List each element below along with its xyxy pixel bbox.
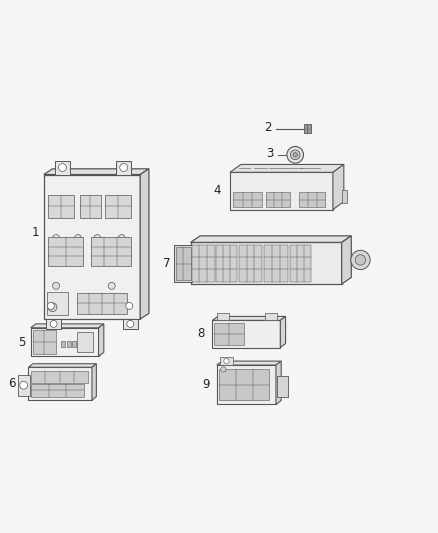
Polygon shape — [99, 324, 104, 356]
Polygon shape — [191, 236, 351, 243]
Bar — [48, 195, 74, 218]
Bar — [33, 330, 56, 354]
Text: 8: 8 — [197, 327, 205, 341]
Bar — [72, 342, 76, 346]
Text: 3: 3 — [266, 148, 274, 160]
Bar — [47, 292, 68, 314]
Bar — [290, 245, 311, 282]
Circle shape — [50, 320, 57, 327]
Bar — [277, 376, 288, 397]
Text: 4: 4 — [214, 184, 221, 197]
Bar — [277, 376, 288, 397]
Circle shape — [224, 359, 229, 364]
Circle shape — [126, 302, 133, 310]
Circle shape — [48, 303, 57, 312]
Bar — [44, 174, 140, 319]
Bar — [220, 357, 233, 365]
Bar — [342, 190, 347, 203]
Bar — [77, 332, 93, 352]
Circle shape — [108, 282, 115, 289]
Bar — [28, 367, 92, 400]
Polygon shape — [140, 169, 149, 319]
Bar — [116, 161, 131, 174]
Bar — [217, 365, 276, 405]
Bar — [91, 237, 131, 265]
Bar — [176, 247, 191, 280]
Circle shape — [53, 282, 60, 289]
Circle shape — [53, 235, 60, 241]
Bar — [219, 369, 269, 400]
Circle shape — [94, 235, 101, 241]
Bar — [80, 195, 101, 218]
Bar — [214, 323, 244, 345]
Circle shape — [287, 147, 304, 163]
Bar — [123, 319, 138, 329]
Text: 6: 6 — [8, 377, 15, 390]
Bar — [61, 342, 65, 346]
Circle shape — [20, 381, 28, 389]
Text: 5: 5 — [18, 336, 25, 349]
Bar — [266, 192, 290, 207]
Polygon shape — [28, 364, 96, 367]
Bar — [48, 237, 83, 265]
Polygon shape — [44, 169, 149, 174]
Bar — [233, 192, 262, 207]
Bar — [55, 161, 70, 174]
Polygon shape — [92, 364, 96, 400]
Circle shape — [47, 302, 54, 310]
Bar — [31, 328, 99, 356]
Text: 2: 2 — [264, 121, 272, 134]
Polygon shape — [230, 165, 344, 172]
Bar — [230, 172, 333, 209]
Bar — [77, 293, 127, 314]
Circle shape — [118, 235, 125, 241]
Text: 9: 9 — [203, 378, 210, 391]
Circle shape — [221, 367, 226, 372]
Polygon shape — [217, 361, 281, 365]
Bar — [192, 245, 215, 282]
Bar — [105, 195, 131, 218]
Circle shape — [74, 235, 81, 241]
Bar — [191, 243, 342, 284]
Bar — [216, 245, 237, 282]
Bar — [67, 342, 71, 346]
Bar — [239, 245, 262, 282]
Bar — [264, 245, 288, 282]
Circle shape — [293, 152, 297, 157]
Bar — [299, 192, 325, 207]
Bar — [217, 313, 229, 320]
Polygon shape — [276, 361, 281, 405]
Bar — [31, 371, 88, 383]
Circle shape — [59, 164, 67, 172]
Polygon shape — [280, 317, 286, 348]
Circle shape — [290, 150, 300, 159]
Polygon shape — [333, 165, 344, 209]
Bar — [265, 313, 277, 320]
Polygon shape — [212, 317, 286, 320]
Circle shape — [120, 164, 128, 172]
Polygon shape — [31, 324, 104, 328]
Bar — [18, 375, 30, 395]
Bar — [46, 319, 61, 329]
Circle shape — [351, 251, 370, 270]
Circle shape — [355, 255, 366, 265]
Bar — [304, 124, 311, 133]
Circle shape — [127, 320, 134, 327]
Bar — [31, 384, 84, 397]
Text: 1: 1 — [32, 226, 39, 239]
Text: 7: 7 — [163, 257, 171, 270]
Polygon shape — [342, 236, 351, 284]
Bar — [174, 245, 192, 282]
Bar — [212, 320, 280, 348]
